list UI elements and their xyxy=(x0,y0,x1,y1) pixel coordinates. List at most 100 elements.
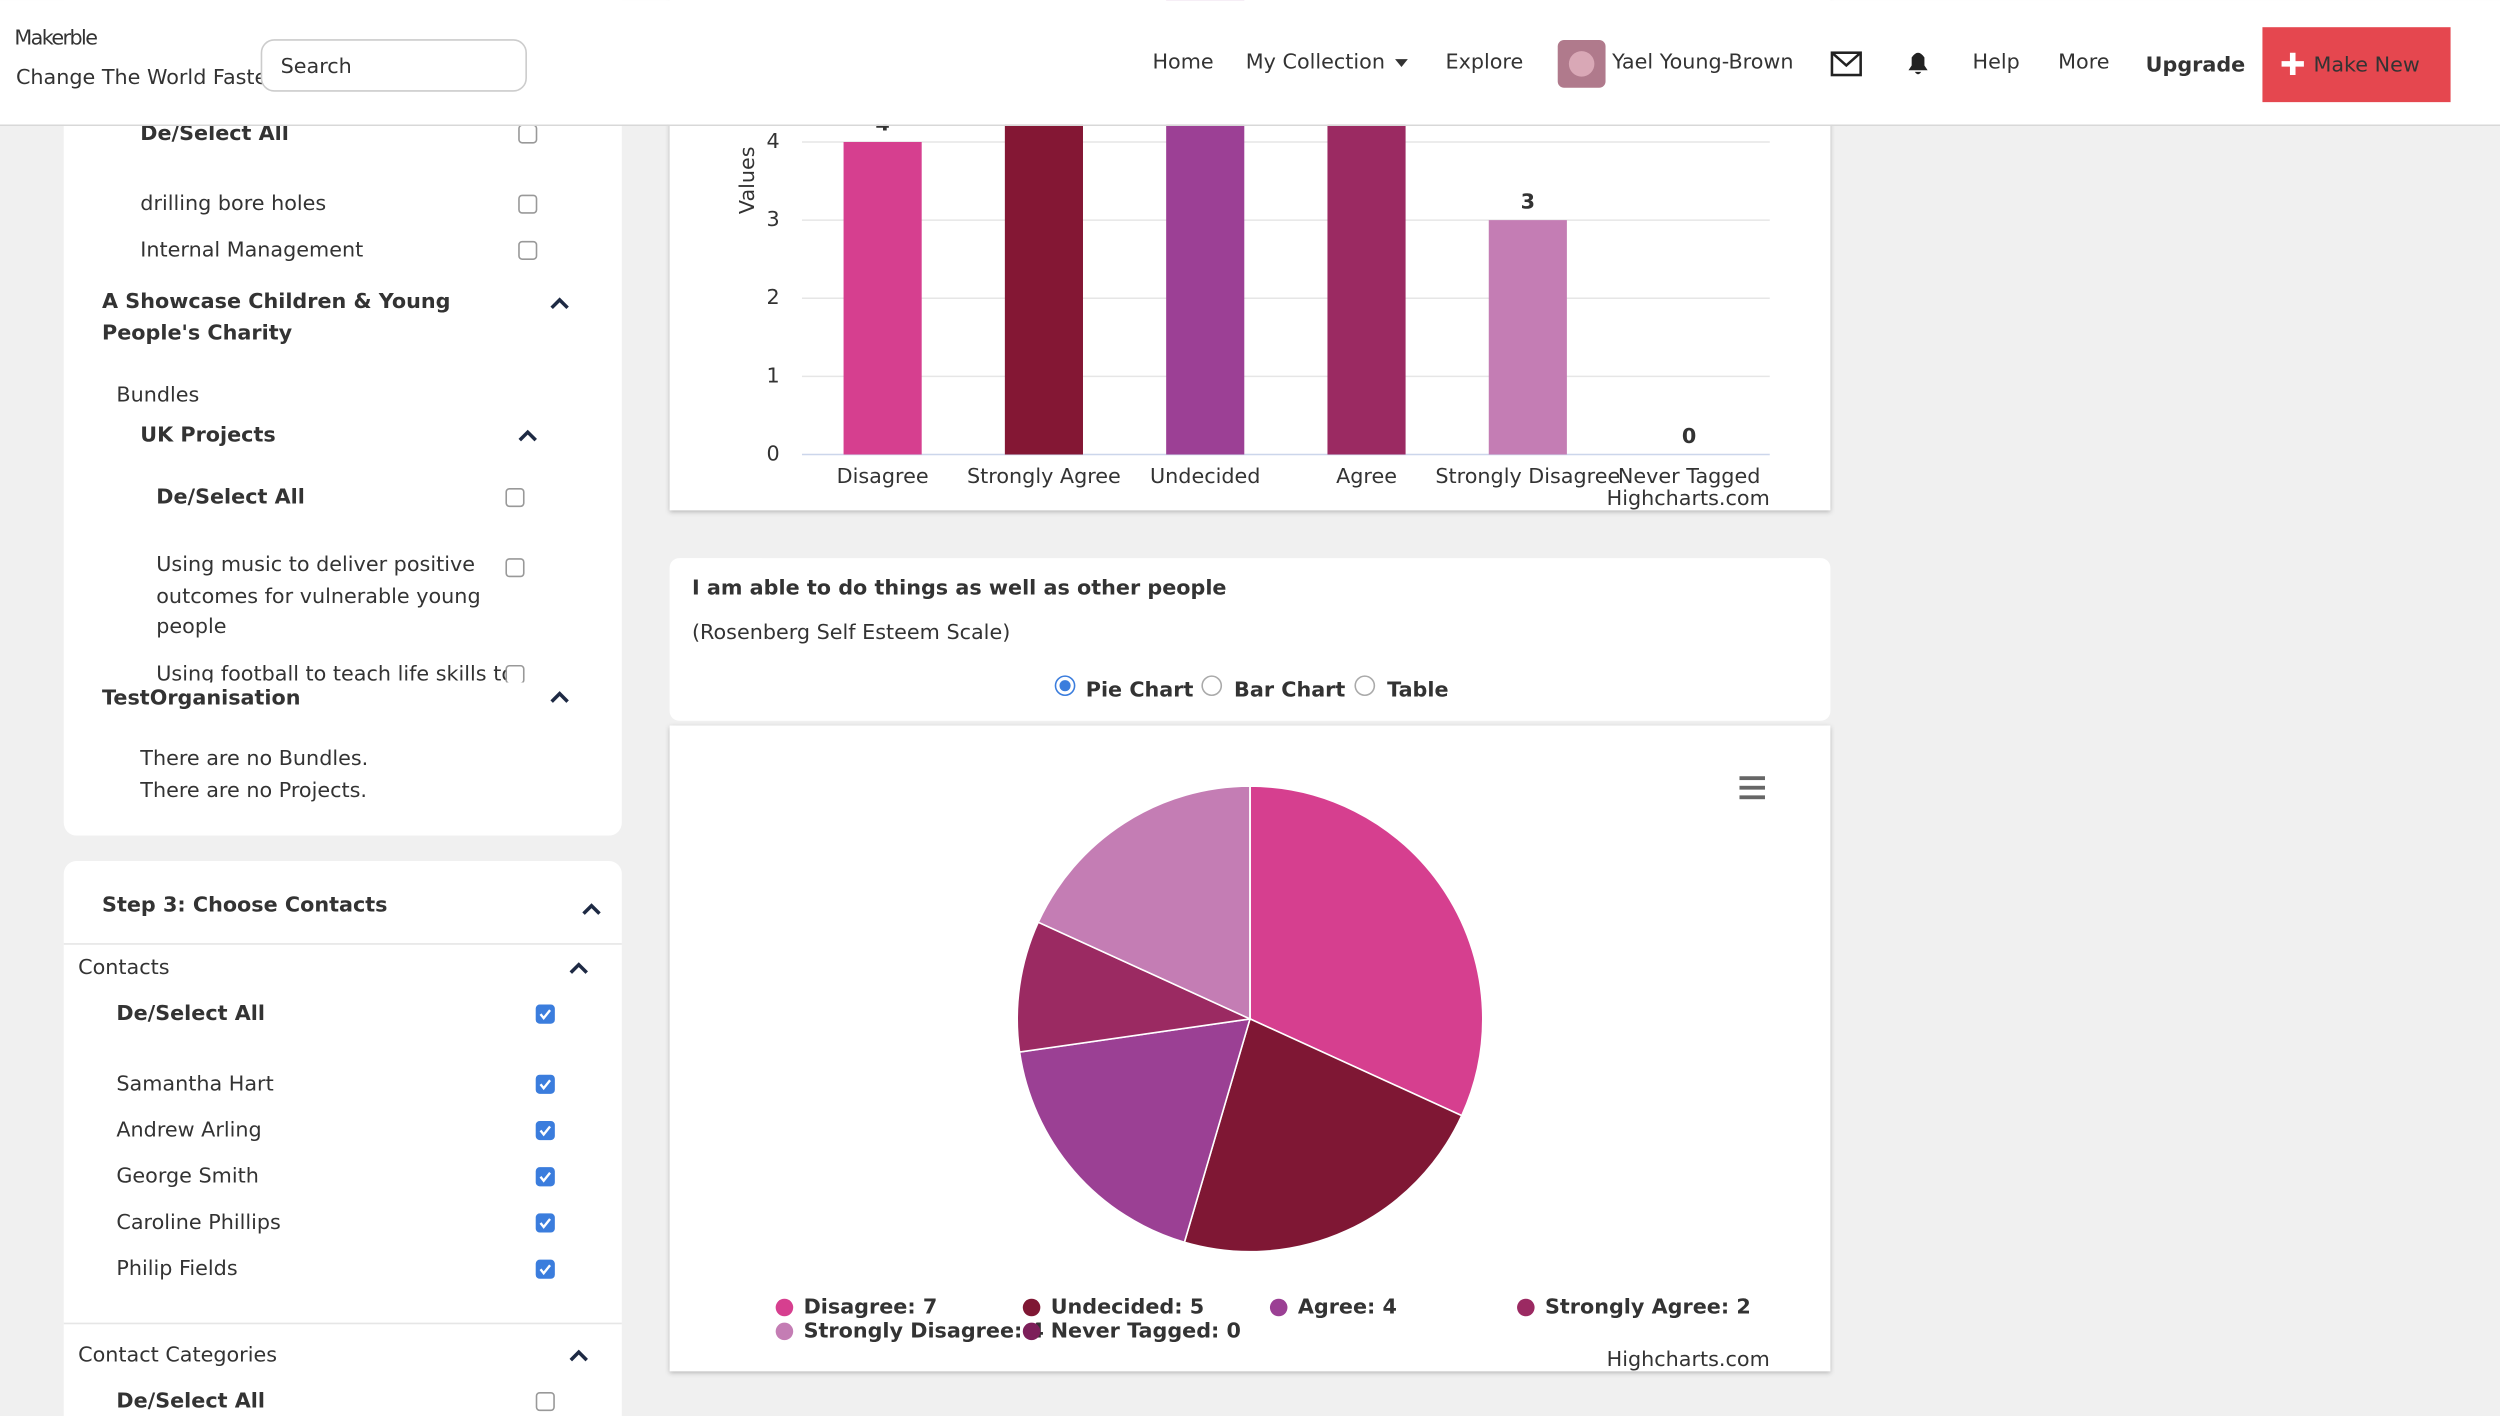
checkbox[interactable] xyxy=(505,558,525,578)
nav-link[interactable]: Yael Young-Brown xyxy=(1611,49,1793,73)
collapse-chevron[interactable] xyxy=(582,903,601,915)
checkbox[interactable] xyxy=(505,664,525,685)
project-label-box: Using music to deliver positive outcomes… xyxy=(156,553,481,640)
radio[interactable] xyxy=(1201,675,1223,697)
step-title: Step 3: Choose Contacts xyxy=(102,893,387,917)
select-all: De/Select All xyxy=(116,1001,265,1025)
project-label: drilling bore holes xyxy=(140,191,326,215)
radio-label: Bar Chart xyxy=(1234,677,1345,701)
nav-link[interactable]: More xyxy=(2058,49,2109,73)
data-label: 3 xyxy=(1521,190,1535,214)
pie-slice xyxy=(1016,921,1253,1053)
menu-icon-bar[interactable] xyxy=(1739,795,1765,800)
checkbox[interactable] xyxy=(518,124,538,144)
nav-link[interactable]: Help xyxy=(1973,49,2020,73)
collapse-chevron[interactable] xyxy=(550,691,569,703)
organisation-name: TestOrganisation xyxy=(102,685,300,709)
bundles-heading: Bundles xyxy=(116,383,199,407)
checkbox[interactable] xyxy=(535,1259,555,1279)
collapse-chevron[interactable] xyxy=(518,429,537,442)
checkbox[interactable] xyxy=(535,1391,555,1412)
mail-icon[interactable] xyxy=(1830,51,1862,77)
project-label: Internal Management xyxy=(140,237,363,261)
pie-slice xyxy=(1018,1017,1252,1244)
y-tick-label: 3 xyxy=(766,207,779,231)
dropdown-caret xyxy=(1395,59,1408,68)
data-label: 0 xyxy=(1682,424,1696,448)
legend-label: Strongly Agree: 2 xyxy=(1545,1294,1751,1318)
x-tick-label: Never Tagged xyxy=(1618,464,1760,488)
panel-subtitle: (Rosenberg Self Esteem Scale) xyxy=(692,620,1010,644)
checkbox[interactable] xyxy=(535,1213,555,1233)
checkbox[interactable] xyxy=(518,194,538,214)
pie-slice xyxy=(1037,785,1251,1021)
y-tick-label: 1 xyxy=(766,363,779,387)
checkmark xyxy=(539,1218,551,1229)
collapse-chevron[interactable] xyxy=(569,1349,588,1362)
contact-name: Philip Fields xyxy=(116,1256,237,1280)
y-axis-label: Values xyxy=(735,146,759,214)
credits: Highcharts.com xyxy=(1607,1347,1770,1371)
project-label: Using music to deliver positive outcomes… xyxy=(156,553,481,640)
x-tick-label: Agree xyxy=(1336,464,1397,488)
organisation-name-box: A Showcase Children & Young People's Cha… xyxy=(102,290,451,346)
collapse-chevron[interactable] xyxy=(569,962,588,974)
checkbox[interactable] xyxy=(535,1167,555,1187)
radio-dot xyxy=(1059,680,1071,692)
checkbox[interactable] xyxy=(535,1004,555,1024)
legend-marker xyxy=(775,1298,794,1317)
select-all: De/Select All xyxy=(116,1389,265,1413)
menu-icon-bar[interactable] xyxy=(1739,785,1765,790)
mail-flap xyxy=(1831,51,1862,68)
panel-title: I am able to do things as well as other … xyxy=(692,575,1227,599)
legend-label: Never Tagged: 0 xyxy=(1051,1318,1241,1342)
menu-icon-bar[interactable] xyxy=(1739,776,1765,781)
section-heading: Contact Categories xyxy=(78,1342,277,1366)
y-tick-label: 2 xyxy=(766,285,779,309)
bar xyxy=(1327,63,1406,455)
radio-label: Table xyxy=(1387,677,1448,701)
bar xyxy=(1488,220,1567,455)
search-placeholder: Search xyxy=(281,54,352,78)
y-tick-label: 0 xyxy=(766,441,779,465)
panel-header xyxy=(669,558,1831,721)
bar xyxy=(843,141,922,455)
radio[interactable] xyxy=(1354,675,1376,697)
nav-link[interactable]: My Collection xyxy=(1246,49,1385,73)
checkmark xyxy=(539,1079,551,1091)
overlap-mask xyxy=(95,682,574,715)
search-box[interactable] xyxy=(260,39,527,92)
tagline: Change The World Faster xyxy=(16,65,276,89)
contact-name: Caroline Phillips xyxy=(116,1210,280,1234)
checkbox[interactable] xyxy=(535,1120,555,1141)
checkmark xyxy=(539,1264,551,1276)
contacts-card xyxy=(63,861,622,1416)
organisation-name: A Showcase Children & Young People's Cha… xyxy=(102,290,451,346)
legend-label: Disagree: 7 xyxy=(804,1294,938,1318)
nav-link[interactable]: Home xyxy=(1152,49,1213,73)
x-tick-label: Strongly Agree xyxy=(967,464,1121,488)
empty-message: There are no Projects. xyxy=(139,778,367,802)
pie-slice xyxy=(1183,1017,1463,1253)
contact-name: Samantha Hart xyxy=(116,1071,273,1095)
checkbox[interactable] xyxy=(535,1074,555,1094)
checkbox[interactable] xyxy=(518,240,538,260)
bundle-name: UK Projects xyxy=(140,422,275,446)
checkbox[interactable] xyxy=(505,487,525,508)
checkmark xyxy=(539,1172,551,1183)
empty-message: There are no Bundles. xyxy=(139,746,368,770)
legend-marker xyxy=(1022,1322,1041,1341)
pie-slice xyxy=(1249,785,1484,1117)
bar xyxy=(1004,63,1083,455)
nav-link[interactable]: Upgrade xyxy=(2146,52,2246,76)
collapse-chevron[interactable] xyxy=(550,297,569,310)
bell-icon[interactable] xyxy=(1908,52,1928,75)
legend-marker xyxy=(775,1322,794,1341)
x-tick-label: Strongly Disagree xyxy=(1435,464,1620,488)
nav-link[interactable]: Explore xyxy=(1446,49,1524,73)
legend-marker xyxy=(1022,1298,1041,1317)
legend-marker xyxy=(1269,1298,1288,1317)
credits: Highcharts.com xyxy=(1607,486,1770,510)
